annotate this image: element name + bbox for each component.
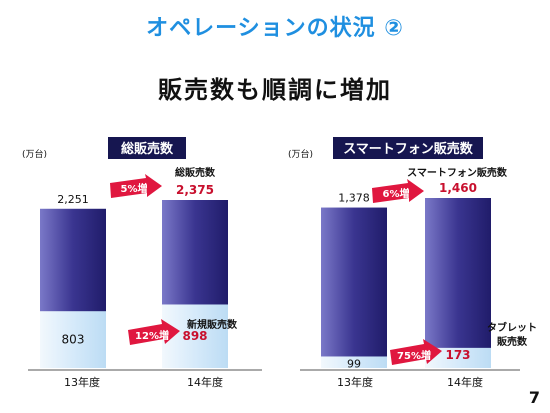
right-new-growth-arrow bbox=[390, 339, 442, 365]
right-new-label-line2: 販売数 bbox=[497, 335, 528, 348]
left-unit-label: (万台) bbox=[22, 148, 47, 160]
right-total-label: スマートフォン販売数 bbox=[407, 166, 508, 179]
left-category-13: 13年度 bbox=[64, 375, 100, 389]
left-13-total-value: 2,251 bbox=[57, 193, 89, 206]
right-14-new-value: 173 bbox=[445, 348, 470, 362]
right-13-new-value: 99 bbox=[347, 357, 361, 370]
right-new-label-line1: タブレット bbox=[487, 321, 537, 334]
left-category-14: 14年度 bbox=[187, 375, 223, 389]
right-category-13: 13年度 bbox=[337, 375, 373, 389]
slide-title: オペレーションの状況 ② bbox=[146, 16, 404, 41]
left-header-title: 総販売数 bbox=[121, 141, 174, 157]
left-14-total-value: 2,375 bbox=[176, 183, 214, 197]
bar-right-14-new bbox=[425, 347, 491, 368]
bar-left-13-new bbox=[40, 311, 106, 368]
right-unit-label: (万台) bbox=[288, 148, 313, 160]
bar-right-13-new bbox=[321, 356, 387, 368]
left-total-growth-arrow bbox=[110, 174, 162, 198]
right-13-total-value: 1,378 bbox=[338, 192, 370, 205]
left-total-growth: 5%増 bbox=[121, 182, 148, 195]
right-total-growth-arrow bbox=[372, 179, 424, 203]
bar-right-14-total bbox=[425, 198, 491, 368]
right-category-14: 14年度 bbox=[447, 375, 483, 389]
right-14-total-value: 1,460 bbox=[439, 181, 477, 195]
page-number: 7 bbox=[528, 388, 540, 407]
left-14-new-value: 898 bbox=[182, 329, 207, 343]
left-13-new-value: 803 bbox=[62, 333, 85, 347]
right-new-growth: 75%増 bbox=[397, 349, 431, 362]
right-header-title: スマートフォン販売数 bbox=[343, 141, 474, 157]
bar-right-13-total bbox=[321, 207, 387, 368]
left-new-growth: 12%増 bbox=[135, 329, 169, 342]
left-header-bg bbox=[108, 137, 186, 159]
right-header-bg bbox=[333, 137, 483, 159]
left-new-growth-arrow bbox=[128, 319, 180, 345]
left-new-label: 新規販売数 bbox=[187, 318, 238, 331]
right-total-growth: 6%増 bbox=[383, 187, 410, 200]
slide-subtitle: 販売数も順調に増加 bbox=[158, 76, 392, 104]
left-total-label: 総販売数 bbox=[175, 166, 216, 179]
